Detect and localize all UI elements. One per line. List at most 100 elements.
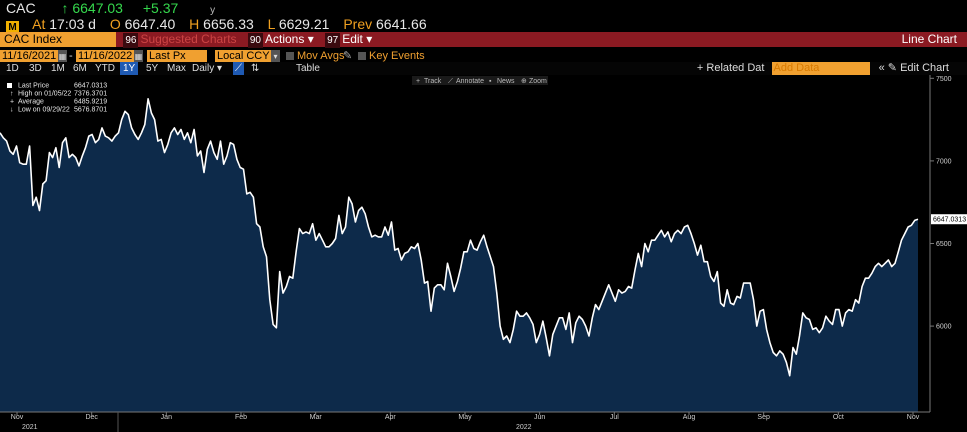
period-1m[interactable]: 1M xyxy=(51,63,65,74)
annotate-icon[interactable]: ⟋ xyxy=(448,77,453,85)
up-arrow-icon: ↑ xyxy=(61,0,69,16)
suggested-number: 96 xyxy=(123,33,139,48)
legend-label-last: Last Price xyxy=(18,83,49,90)
annotate-tool[interactable]: Annotate xyxy=(456,78,484,85)
x-tick-label: Oct xyxy=(833,414,844,421)
price-chart[interactable]: 6000 6500 7000 7500 6647.0313 Nov Dec Jan Feb M… xyxy=(0,75,967,432)
period-max[interactable]: Max xyxy=(167,63,186,74)
pencil-icon: ✎ xyxy=(887,62,898,74)
frequency-select[interactable]: Daily ▾ xyxy=(192,62,222,75)
news-icon[interactable]: ▪ xyxy=(489,78,492,85)
period-ytd[interactable]: YTD xyxy=(95,63,115,74)
ticker-symbol: CAC xyxy=(6,0,36,16)
y-axis-ticks: 6000 6500 7000 7500 xyxy=(930,76,952,331)
date-separator: - xyxy=(69,50,73,62)
last-price: 6647.03 xyxy=(72,0,123,16)
quote-line: M At 17:03 d O 6647.40 H 6656.33 L 6629.… xyxy=(0,16,967,34)
y-tick-label: 7500 xyxy=(936,76,952,83)
edit-chart-label: Edit Chart xyxy=(900,62,949,74)
mov-avgs-checkbox[interactable] xyxy=(286,52,294,60)
sort-icon[interactable]: ⇅ xyxy=(251,63,260,74)
year-label-2021: 2021 xyxy=(22,424,38,431)
calendar-icon[interactable]: ▦ xyxy=(58,50,67,63)
x-tick-label: Mar xyxy=(310,414,323,421)
zoom-tool[interactable]: Zoom xyxy=(529,78,547,85)
chart-controls: 11/16/2021 ▦ - 11/16/2022 ▦ Last Px Loca… xyxy=(0,50,967,63)
actions-number: 90 xyxy=(247,33,263,48)
period-1y[interactable]: 1Y xyxy=(120,62,139,75)
edit-label: Edit xyxy=(342,32,363,46)
zoom-icon[interactable]: ⊕ xyxy=(521,78,527,85)
chart-toolbar: + Track ⟋ Annotate ▪ News ⊕ Zoom xyxy=(412,76,548,85)
key-events-label[interactable]: Key Events xyxy=(369,50,425,62)
period-5y[interactable]: 5Y xyxy=(146,63,159,74)
x-tick-label: Nov xyxy=(11,414,24,421)
suggested-charts-button[interactable]: 96 Suggested Charts xyxy=(119,32,240,48)
suggested-label: Suggested Charts xyxy=(140,32,237,46)
x-tick-label: Nov xyxy=(907,414,920,421)
add-data-input[interactable]: Add Data xyxy=(771,62,870,75)
low-label: L xyxy=(267,16,275,32)
legend-value-last: 6647.0313 xyxy=(74,83,107,90)
x-tick-label: May xyxy=(458,414,472,421)
chevron-down-icon[interactable]: ▾ xyxy=(271,50,280,63)
high-label: H xyxy=(189,16,200,32)
start-date-input[interactable]: 11/16/2021 xyxy=(0,50,58,63)
x-axis-ticks: Nov Dec Jan Feb Mar Apr May Jun Jul Aug Sep Oct Nov xyxy=(11,412,920,421)
pencil-icon[interactable]: ✎ xyxy=(343,50,353,62)
edit-button[interactable]: 97 Edit ▾ xyxy=(321,32,376,48)
net-change: +5.37 xyxy=(142,0,179,16)
low-marker-icon: ↓ xyxy=(10,107,14,114)
y-tick-label: 7000 xyxy=(936,158,952,165)
x-tick-label: Jul xyxy=(610,414,619,421)
edit-chart-button[interactable]: ✎ Edit Chart xyxy=(888,62,949,74)
calendar-icon[interactable]: ▦ xyxy=(134,50,143,63)
mov-avgs-label[interactable]: Mov Avgs xyxy=(297,50,345,62)
period-1d[interactable]: 1D xyxy=(6,63,19,74)
x-tick-label: Sep xyxy=(757,414,770,421)
x-tick-label: Aug xyxy=(683,414,696,421)
status-flag: y xyxy=(210,5,216,16)
last-price-tag: 6647.0313 xyxy=(931,214,967,225)
right-controls: + Related Dat Add Data « ✎ Edit Chart xyxy=(697,62,949,75)
period-6m[interactable]: 6M xyxy=(73,63,87,74)
news-tool[interactable]: News xyxy=(497,78,515,85)
chart-toolbar-bg xyxy=(412,76,548,85)
open-value: 6647.40 xyxy=(124,16,176,32)
table-button[interactable]: Table xyxy=(296,63,320,74)
key-events-checkbox[interactable] xyxy=(358,52,366,60)
period-bar: 1D 3D 1M 6M YTD 1Y 5Y Max Daily ▾ ⟋ ⇅ Ta… xyxy=(0,62,967,75)
field-select[interactable]: Last Px xyxy=(147,50,207,63)
bloomberg-logo-icon: M xyxy=(6,21,19,34)
end-date-input[interactable]: 11/16/2022 xyxy=(76,50,134,63)
currency-select[interactable]: Local CCY xyxy=(215,50,271,63)
average-marker-icon: + xyxy=(10,99,14,106)
track-tool[interactable]: Track xyxy=(424,78,442,85)
low-value: 6629.21 xyxy=(278,16,330,32)
x-tick-label: Jan xyxy=(161,414,172,421)
ticker-header: CAC ↑ 6647.03 +5.37 y xyxy=(0,0,967,16)
quote-time: 17:03 d xyxy=(49,16,96,32)
line-chart-icon[interactable]: ⟋ xyxy=(233,62,244,75)
actions-button[interactable]: 90 Actions ▾ xyxy=(244,32,318,48)
legend: Last Price 6647.0313 ↑ High on 01/05/22 … xyxy=(4,80,108,115)
open-label: O xyxy=(109,16,121,32)
chart-type-title: Line Chart xyxy=(901,32,957,46)
chevron-down-icon: ▾ xyxy=(366,32,373,46)
edit-number: 97 xyxy=(325,33,341,48)
legend-value-low: 5676.8701 xyxy=(74,107,107,114)
year-label-2022: 2022 xyxy=(516,424,532,431)
x-tick-label: Dec xyxy=(85,414,98,421)
last-price-tag-bg xyxy=(931,214,967,225)
x-tick-label: Feb xyxy=(235,414,247,421)
legend-value-average: 6485.9219 xyxy=(74,99,107,106)
collapse-icon[interactable]: « xyxy=(878,62,885,74)
track-icon[interactable]: + xyxy=(416,78,420,85)
related-data-button[interactable]: + Related Dat xyxy=(696,62,765,74)
high-marker-icon: ↑ xyxy=(10,91,14,98)
legend-label-low: Low on 09/29/22 xyxy=(18,107,70,114)
x-tick-label: Jun xyxy=(534,414,545,421)
period-3d[interactable]: 3D xyxy=(29,63,42,74)
price-area-fill xyxy=(0,98,918,413)
security-field[interactable]: CAC Index xyxy=(0,32,116,47)
